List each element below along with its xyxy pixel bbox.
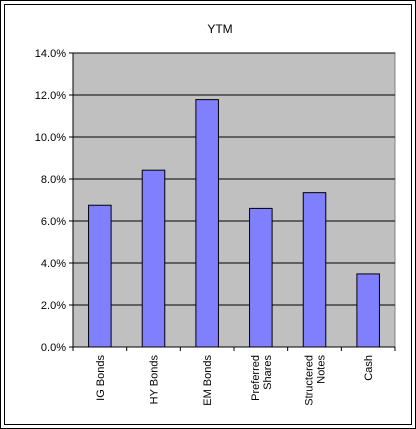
bar-ig-bonds: [88, 204, 112, 348]
x-tick-label-line: EM Bonds: [202, 355, 214, 406]
x-tick-label-line: Cash: [363, 355, 375, 381]
x-tick-label-line: Notes: [316, 355, 328, 384]
chart-title: YTM: [207, 22, 232, 36]
x-tick-label-text: EM Bonds: [202, 355, 214, 406]
y-tick-label: 6.0%: [41, 216, 66, 228]
x-tick-label: StructeredNotes: [304, 355, 328, 406]
x-tick-label: Cash: [363, 355, 375, 381]
y-tick-label: 8.0%: [41, 174, 66, 186]
x-tick-label-line: Preferred: [250, 355, 262, 401]
x-tick-label-line: Structered: [304, 355, 316, 406]
x-tick-label-text: PreferredShares: [250, 355, 274, 401]
y-axis: 0.0% 2.0% 4.0% 6.0% 8.0% 10.0% 12.0% 14.0%: [35, 48, 74, 354]
y-tick-label: 14.0%: [35, 48, 66, 60]
bar-structered-notes: [302, 192, 327, 348]
bar-cash: [356, 273, 380, 348]
x-tick-label-line: Shares: [262, 355, 274, 390]
y-tick-label: 2.0%: [41, 300, 66, 312]
bar-em-bonds: [195, 99, 219, 348]
x-tick-label-line: HY Bonds: [149, 355, 161, 405]
plot-area: [72, 52, 396, 348]
bar-hy-bonds: [141, 169, 166, 348]
y-tick-label: 12.0%: [35, 90, 66, 102]
x-tick-label-text: StructeredNotes: [304, 355, 328, 406]
x-tick-label: EM Bonds: [202, 355, 214, 406]
x-tick-label-text: Cash: [363, 355, 375, 381]
x-tick-label: PreferredShares: [250, 355, 274, 401]
x-tick-label: IG Bonds: [95, 355, 107, 401]
x-tick-label-text: HY Bonds: [149, 355, 161, 405]
gridlines: [73, 52, 395, 306]
x-axis: IG Bonds HY Bonds EM Bonds PreferredShares S…: [72, 346, 396, 406]
x-tick-label-line: IG Bonds: [95, 355, 107, 401]
bar-preferred-shares: [249, 207, 273, 348]
y-tick-label: 10.0%: [35, 132, 66, 144]
y-tick-label: 0.0%: [41, 342, 66, 354]
x-tick-label-text: IG Bonds: [95, 355, 107, 401]
inner-border: [4, 4, 412, 425]
bars: [88, 99, 380, 348]
y-tick-label: 4.0%: [41, 258, 66, 270]
x-tick-label: HY Bonds: [149, 355, 161, 405]
